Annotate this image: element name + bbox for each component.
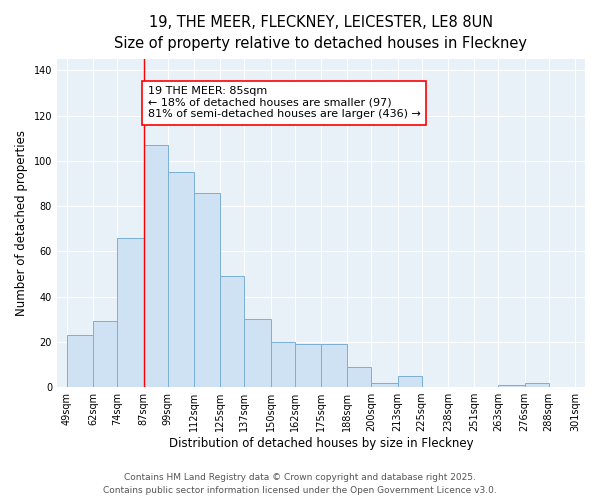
Bar	[371, 382, 398, 387]
Bar	[168, 172, 194, 387]
Bar	[321, 344, 347, 387]
Bar	[295, 344, 321, 387]
Bar	[194, 192, 220, 387]
Text: Contains HM Land Registry data © Crown copyright and database right 2025.
Contai: Contains HM Land Registry data © Crown c…	[103, 474, 497, 495]
Bar	[93, 322, 118, 387]
Bar	[398, 376, 422, 387]
Bar	[499, 385, 524, 387]
Bar	[244, 319, 271, 387]
Title: 19, THE MEER, FLECKNEY, LEICESTER, LE8 8UN
Size of property relative to detached: 19, THE MEER, FLECKNEY, LEICESTER, LE8 8…	[115, 15, 527, 51]
Y-axis label: Number of detached properties: Number of detached properties	[15, 130, 28, 316]
Bar	[67, 335, 93, 387]
Bar	[220, 276, 244, 387]
Bar	[347, 366, 371, 387]
X-axis label: Distribution of detached houses by size in Fleckney: Distribution of detached houses by size …	[169, 437, 473, 450]
Bar	[143, 145, 168, 387]
Bar	[271, 342, 295, 387]
Bar	[118, 238, 143, 387]
Bar	[524, 382, 549, 387]
Text: 19 THE MEER: 85sqm
← 18% of detached houses are smaller (97)
81% of semi-detache: 19 THE MEER: 85sqm ← 18% of detached hou…	[148, 86, 421, 120]
